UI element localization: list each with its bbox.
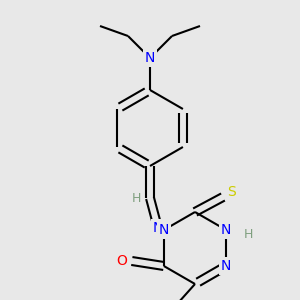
Text: H: H <box>131 191 141 205</box>
Text: H: H <box>244 229 253 242</box>
Text: N: N <box>221 223 231 237</box>
Text: N: N <box>159 223 169 237</box>
Text: N: N <box>145 51 155 65</box>
Text: S: S <box>226 185 236 199</box>
Text: N: N <box>221 259 231 273</box>
Text: O: O <box>116 254 127 268</box>
Text: N: N <box>153 221 163 235</box>
